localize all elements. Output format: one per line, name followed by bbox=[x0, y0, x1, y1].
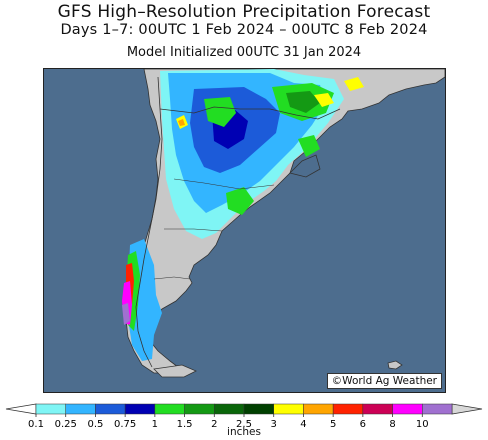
tierra-del-fuego bbox=[153, 364, 197, 378]
colorbar-swatch bbox=[214, 403, 245, 415]
colorbar-swatch bbox=[184, 403, 215, 415]
colorbar-swatch bbox=[303, 403, 334, 415]
forecast-period: Days 1–7: 00UTC 1 Feb 2024 – 00UTC 8 Feb… bbox=[60, 22, 428, 38]
colorbar-ticks: 0.1 0.25 0.5 0.75 1 1.5 2 2.5 3 4 5 6 8 10 bbox=[28, 414, 429, 430]
falkland-islands bbox=[387, 360, 403, 370]
colorbar-tick-label: 0.25 bbox=[55, 419, 77, 430]
province-border-3 bbox=[153, 276, 191, 280]
colorbar-swatch bbox=[243, 403, 274, 415]
colorbar-tick-label: 6 bbox=[360, 419, 366, 430]
colorbar-tick-label: 5 bbox=[330, 419, 336, 430]
colorbar-max-arrow bbox=[451, 403, 483, 415]
colorbar-tick-label: 8 bbox=[389, 419, 395, 430]
precip-area-yellow-1 bbox=[314, 93, 334, 107]
colorbar-tick-label: 0.5 bbox=[87, 419, 103, 430]
precip-area-green-3 bbox=[286, 91, 320, 113]
colorbar-swatch bbox=[392, 403, 423, 415]
colorbar-swatch bbox=[124, 403, 156, 415]
country-border-uruguay bbox=[289, 154, 321, 178]
precip-area-orange bbox=[178, 119, 185, 126]
colorbar-swatch bbox=[65, 403, 96, 415]
precip-area-green-1 bbox=[204, 97, 236, 127]
colorbar-units: inches bbox=[227, 426, 261, 438]
province-border-1 bbox=[173, 178, 275, 190]
precipitation-map: ©World Ag Weather bbox=[43, 68, 446, 393]
colorbar-swatch bbox=[154, 403, 185, 415]
precip-area-yellow-3 bbox=[344, 77, 364, 91]
model-init-time: Model Initialized 00UTC 31 Jan 2024 bbox=[126, 45, 362, 60]
colorbar-swatch bbox=[332, 403, 364, 415]
colorbar-tick-label: 10 bbox=[416, 419, 429, 430]
colorbar-tick-label: 3 bbox=[271, 419, 277, 430]
precip-colorbar: 0.1 0.25 0.5 0.75 1 1.5 2 2.5 3 4 5 6 8 10 bbox=[5, 403, 483, 430]
colorbar-tick-label: 2 bbox=[211, 419, 217, 430]
colorbar-swatch bbox=[362, 403, 393, 415]
colorbar-tick-label: 2.5 bbox=[236, 419, 252, 430]
colorbar-tick-label: 0.1 bbox=[28, 419, 44, 430]
colorbar-swatch bbox=[95, 403, 126, 415]
colorbar-tick-label: 4 bbox=[300, 419, 306, 430]
colorbar-tick-label: 1.5 bbox=[177, 419, 193, 430]
map-credit: ©World Ag Weather bbox=[326, 373, 442, 389]
colorbar-min-arrow bbox=[5, 403, 37, 415]
colorbar-swatches bbox=[5, 403, 483, 415]
precip-area-green-5 bbox=[298, 135, 320, 157]
country-border-chile-argentina bbox=[135, 76, 163, 368]
province-border-2 bbox=[164, 228, 223, 232]
map-svg bbox=[44, 69, 445, 392]
colorbar-swatch bbox=[422, 403, 453, 415]
colorbar-swatch bbox=[273, 403, 304, 415]
map-title: GFS High–Resolution Precipitation Foreca… bbox=[57, 2, 431, 22]
colorbar-swatch bbox=[35, 403, 66, 415]
precip-area-green-4 bbox=[226, 187, 254, 215]
country-border-north bbox=[159, 106, 341, 120]
colorbar-tick-label: 1 bbox=[152, 419, 158, 430]
precip-band-south-purple bbox=[122, 303, 130, 325]
colorbar-tick-label: 0.75 bbox=[114, 419, 136, 430]
